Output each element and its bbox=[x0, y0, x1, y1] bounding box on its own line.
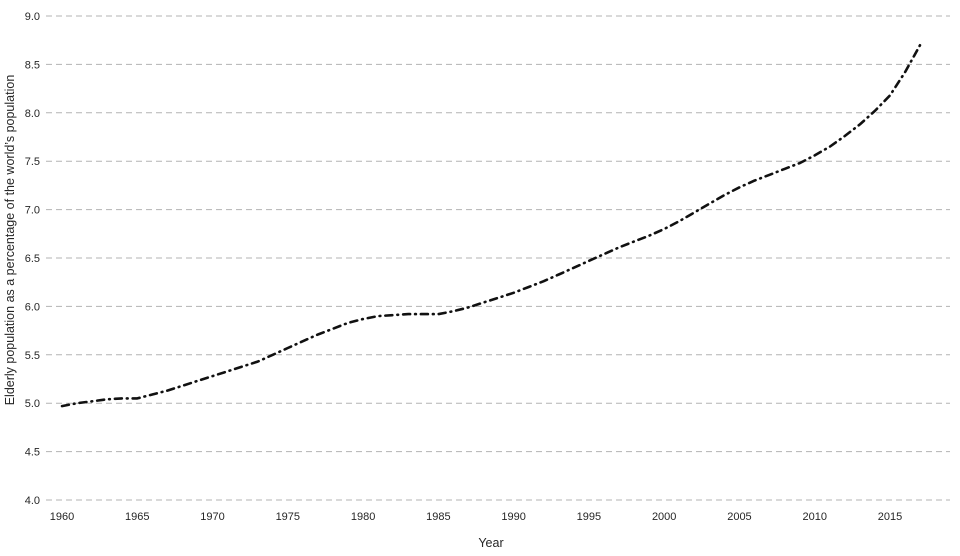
y-tick-label: 8.5 bbox=[25, 59, 40, 71]
y-tick-label: 9.0 bbox=[25, 11, 40, 23]
x-tick-label: 1960 bbox=[50, 511, 74, 523]
y-axis-tick-labels: 4.0 4.5 5.0 5.5 6.0 6.5 7.0 7.5 8.0 8.5 9.0 bbox=[25, 11, 40, 507]
x-tick-label: 1990 bbox=[501, 511, 525, 523]
y-tick-label: 7.5 bbox=[25, 156, 40, 168]
x-tick-label: 1975 bbox=[276, 511, 300, 523]
x-tick-label: 2015 bbox=[878, 511, 902, 523]
x-axis-tick-labels: 1960 1965 1970 1975 1980 1985 1990 1995 2000 2005… bbox=[50, 511, 902, 523]
x-tick-label: 1995 bbox=[577, 511, 601, 523]
gridlines bbox=[46, 15, 950, 501]
x-axis-label: Year bbox=[478, 536, 503, 550]
y-tick-label: 8.0 bbox=[25, 108, 40, 120]
x-tick-label: 1965 bbox=[125, 511, 149, 523]
y-tick-label: 6.0 bbox=[25, 301, 40, 313]
y-tick-label: 5.5 bbox=[25, 350, 40, 362]
x-tick-label: 1985 bbox=[426, 511, 450, 523]
x-tick-label: 2005 bbox=[727, 511, 751, 523]
y-tick-label: 4.0 bbox=[25, 495, 40, 507]
y-tick-label: 6.5 bbox=[25, 253, 40, 265]
y-tick-label: 7.0 bbox=[25, 205, 40, 217]
y-axis-label: Elderly population as a percentage of th… bbox=[3, 75, 17, 406]
y-tick-label: 4.5 bbox=[25, 447, 40, 459]
x-tick-label: 2000 bbox=[652, 511, 676, 523]
x-tick-label: 1970 bbox=[200, 511, 224, 523]
x-tick-label: 2010 bbox=[802, 511, 826, 523]
y-tick-label: 5.0 bbox=[25, 398, 40, 410]
data-line-elderly-population bbox=[60, 43, 922, 408]
x-tick-label: 1980 bbox=[351, 511, 375, 523]
